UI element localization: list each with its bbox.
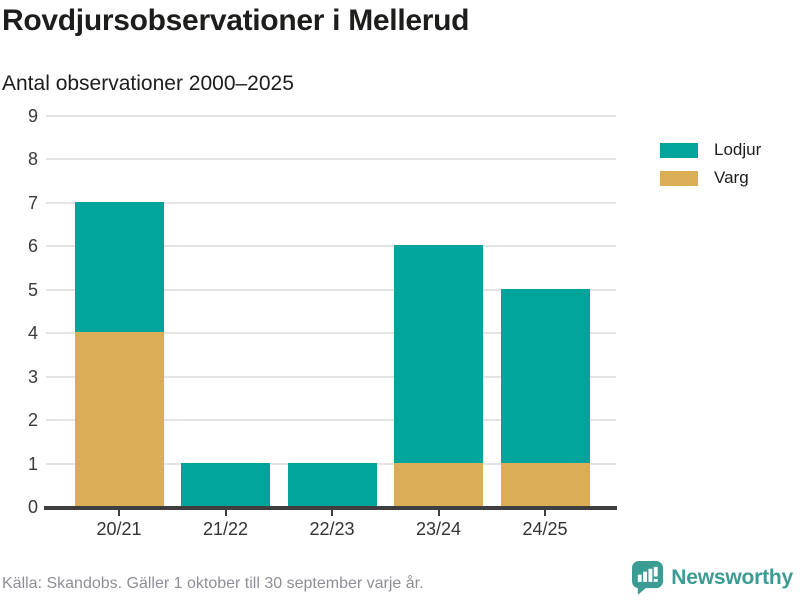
y-axis-label: 4 — [27, 323, 38, 343]
bar-segment-varg — [74, 332, 164, 506]
y-axis-label: 9 — [27, 105, 38, 126]
x-axis-tick — [331, 510, 333, 516]
gridline — [46, 288, 616, 291]
x-axis-label: 24/25 — [522, 519, 568, 539]
bar-segment-lodjur — [74, 201, 164, 332]
brand-name: Newsworthy — [671, 566, 793, 589]
legend-item-lodjur: Lodjur — [660, 136, 761, 164]
gridline — [46, 158, 616, 160]
x-axis-label: 21/22 — [202, 519, 249, 539]
y-axis-label: 6 — [27, 236, 38, 256]
y-axis-label: 1 — [27, 453, 38, 474]
brand-logo: Newsworthy — [632, 561, 793, 595]
gridline — [46, 201, 616, 204]
bar-segment-lodjur — [287, 462, 377, 506]
x-axis-tick — [118, 510, 120, 516]
x-axis-tick — [224, 510, 227, 516]
x-axis-label: 20/21 — [96, 519, 142, 539]
x-axis-label: 23/24 — [415, 519, 462, 539]
x-axis-label: 22/23 — [309, 519, 355, 539]
y-axis-label: 5 — [27, 279, 38, 300]
gridline — [46, 419, 616, 421]
y-axis-label: 2 — [27, 410, 38, 430]
x-axis-tick — [544, 510, 546, 516]
gridline — [46, 332, 616, 334]
y-axis-label: 7 — [27, 192, 38, 213]
legend-swatch-lodjur — [660, 142, 698, 158]
newsworthy-logo-icon — [632, 561, 664, 595]
gridline — [46, 245, 616, 247]
legend-label: Varg — [714, 168, 749, 187]
y-axis-label: 3 — [27, 366, 38, 387]
bar-segment-varg — [394, 462, 483, 506]
gridline — [46, 375, 616, 378]
x-axis-tick — [437, 510, 440, 516]
gridline — [46, 114, 616, 117]
chart-subtitle: Antal observationer 2000–2025 — [2, 72, 294, 95]
y-axis-label: 0 — [27, 497, 38, 517]
chart-legend: Lodjur Varg — [660, 136, 761, 192]
bar-segment-lodjur — [181, 462, 270, 506]
x-axis-line — [44, 506, 617, 510]
legend-swatch-varg — [660, 170, 698, 186]
bar-segment-lodjur — [394, 245, 483, 463]
legend-item-varg: Varg — [660, 164, 761, 192]
legend-label: Lodjur — [714, 140, 762, 159]
source-note: Källa: Skandobs. Gäller 1 oktober till 3… — [2, 575, 424, 592]
bar-segment-lodjur — [500, 288, 590, 463]
bar-segment-varg — [500, 462, 590, 506]
y-axis-label: 8 — [27, 149, 38, 169]
chart-title: Rovdjursobservationer i Mellerud — [2, 4, 470, 37]
